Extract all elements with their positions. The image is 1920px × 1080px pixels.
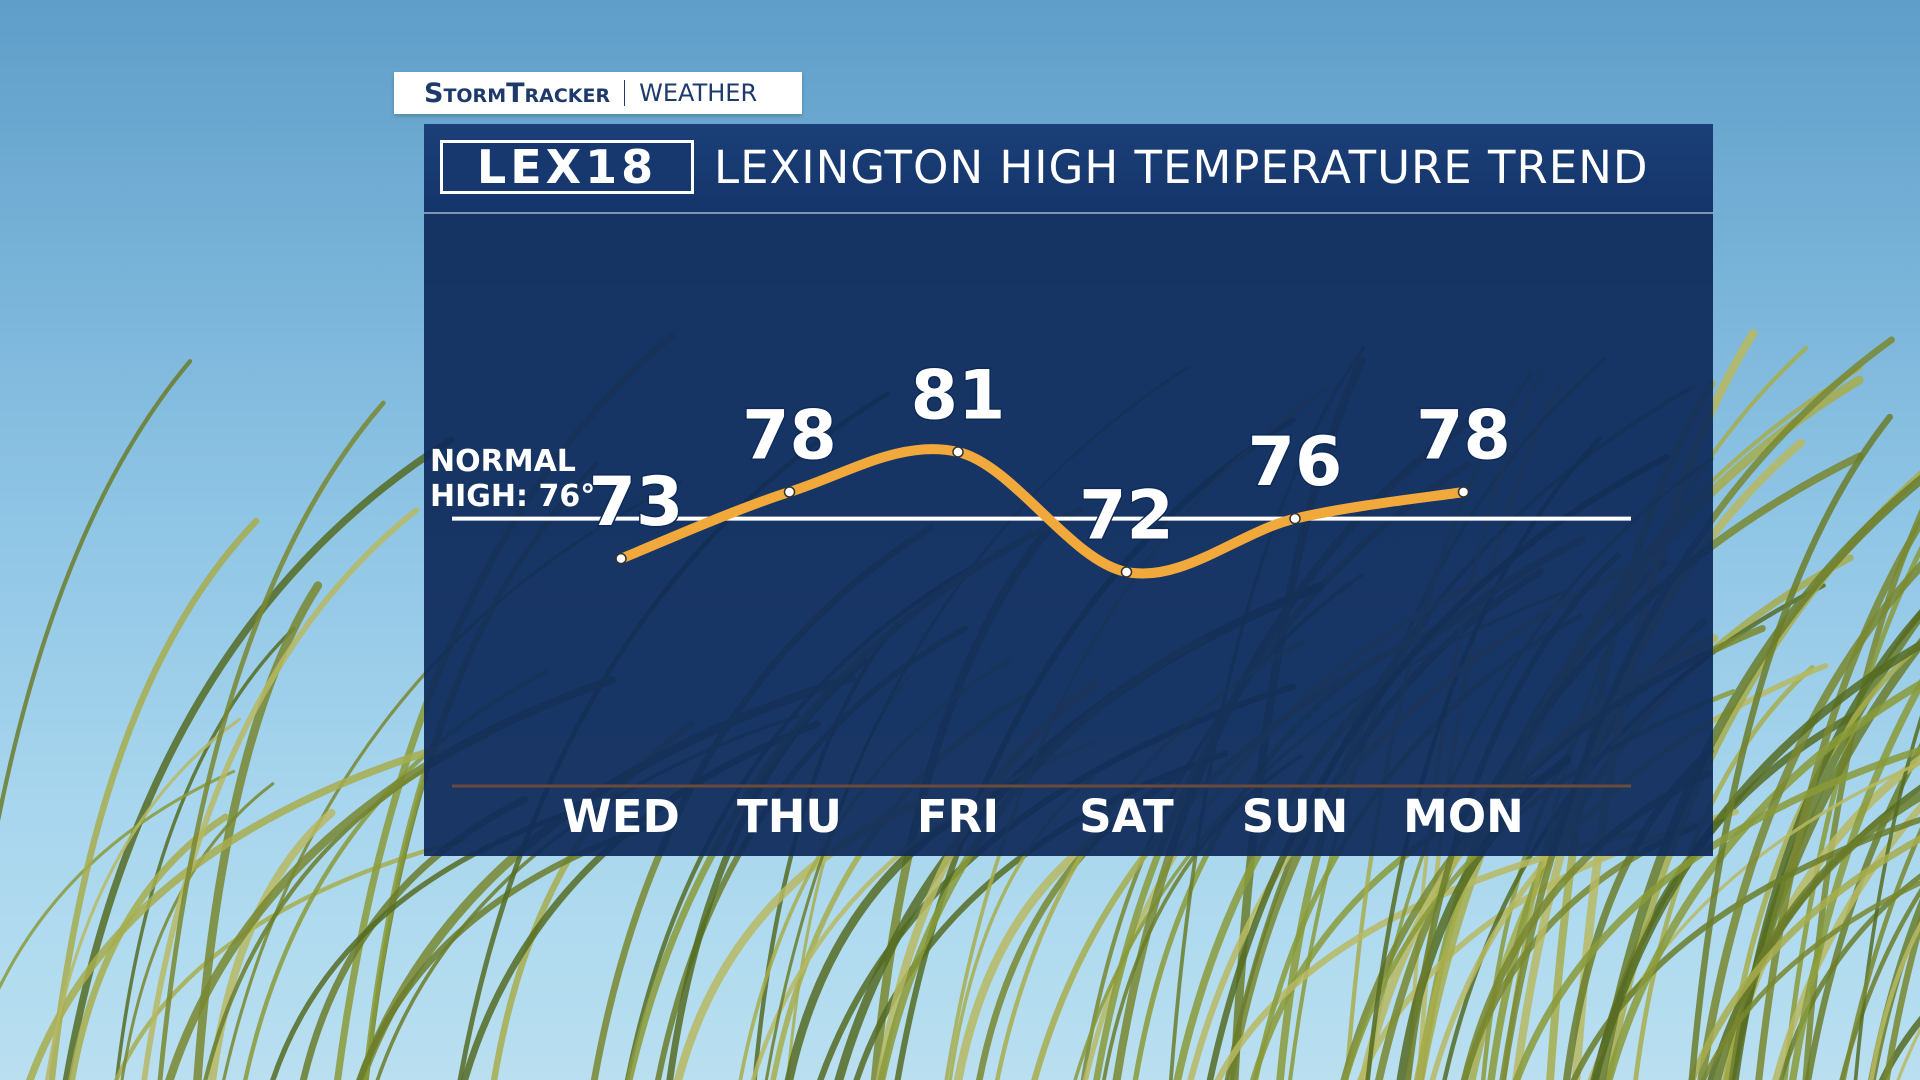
section-name: WEATHER [639, 79, 758, 107]
data-point [615, 552, 627, 565]
data-point [952, 446, 964, 458]
grass-blade [1772, 802, 1920, 1080]
trend-line [616, 444, 1469, 579]
grass-blade [1782, 545, 1920, 1080]
grass-blade [1590, 640, 1920, 1080]
grass-blade [141, 507, 420, 1080]
grass-blade [1700, 880, 1920, 1080]
x-tick-label: WED [562, 790, 680, 843]
grass-blade [1755, 517, 1920, 1080]
separator [624, 80, 626, 106]
value-label: 72 [1079, 477, 1174, 556]
grass-blade [1570, 816, 1920, 1080]
x-tick-label: FRI [917, 790, 999, 843]
grass-blade [1841, 827, 1920, 1080]
x-tick-label: THU [737, 790, 842, 843]
chart-panel: LEX18 LEXINGTON HIGH TEMPERATURE TREND [424, 124, 1713, 856]
grass-blade [120, 782, 275, 1080]
grass-blade [0, 769, 236, 991]
value-label: 73 [589, 463, 684, 542]
grass-blade [1513, 746, 1920, 1080]
data-point [783, 486, 796, 498]
x-tick-label: SUN [1242, 790, 1349, 843]
grass-blade [26, 746, 438, 1080]
data-point [1457, 486, 1470, 498]
grass-blade [157, 400, 386, 1080]
grass-blade [114, 626, 296, 1080]
grass-blade [1878, 1015, 1920, 1080]
chart-title: LEXINGTON HIGH TEMPERATURE TREND [714, 141, 1649, 194]
reference-label: NORMAL HIGH: 76° [430, 444, 596, 514]
x-tick-label: MON [1403, 790, 1524, 843]
show-name: StormTracker [424, 77, 611, 109]
x-tick-label: SAT [1079, 790, 1174, 843]
value-label: 78 [1416, 397, 1511, 476]
grass-blade [1883, 914, 1920, 1080]
data-point [1120, 566, 1133, 578]
grass-blade [48, 517, 260, 1080]
value-label: 76 [1248, 423, 1343, 502]
grass-blade [1778, 873, 1920, 1080]
grass-blade [1688, 413, 1893, 1080]
grass-blade [1789, 678, 1920, 1080]
grass-blade [1839, 888, 1920, 1080]
grass-blade [1688, 835, 1920, 1080]
grass-blade [0, 359, 193, 822]
grass-blade [45, 717, 241, 1080]
data-point [1289, 512, 1301, 525]
header: LEX18 LEXINGTON HIGH TEMPERATURE TREND [424, 124, 1713, 214]
value-label: 78 [742, 397, 837, 476]
brand-tag: StormTracker WEATHER [394, 72, 802, 114]
grass-blade [1868, 921, 1920, 1080]
grass-blade [1604, 679, 1920, 1080]
value-label: 81 [911, 357, 1006, 436]
station-logo: LEX18 [440, 140, 694, 194]
